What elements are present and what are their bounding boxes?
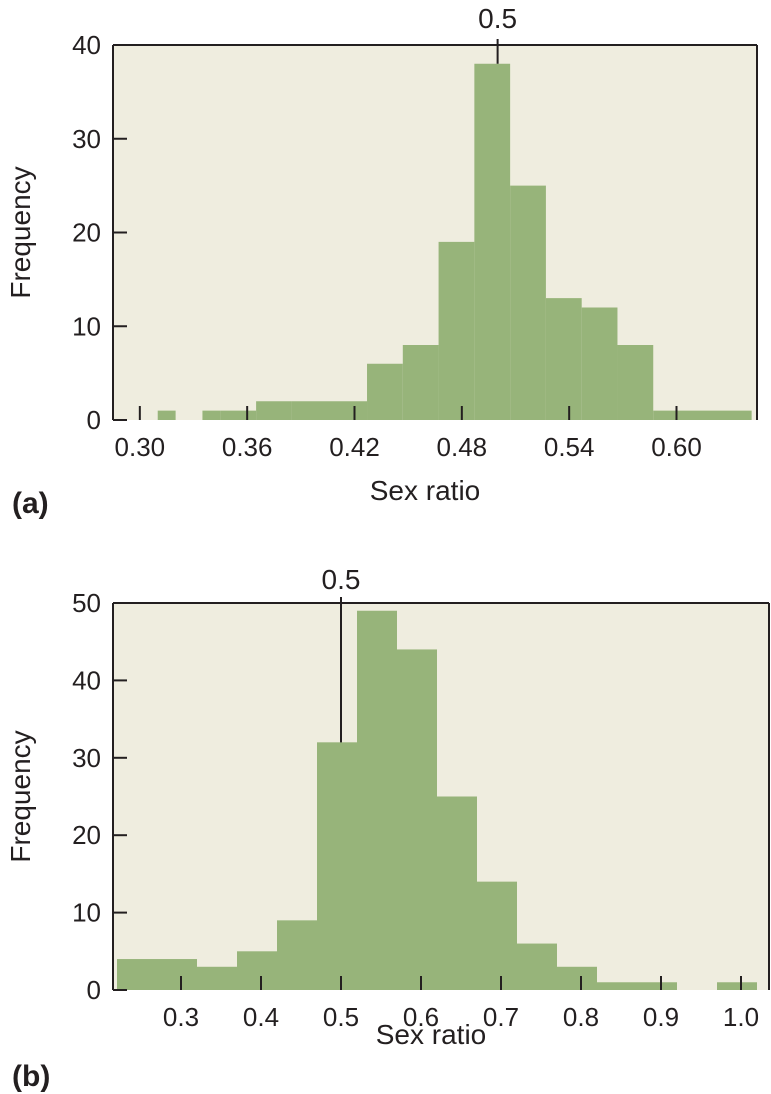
y-tick-label-a-3: 30	[72, 124, 101, 154]
histogram-panel-a: 0 10 20 30 40 0.30 0.36 0.42 0.48 0.54 0.60 Freque…	[5, 3, 758, 520]
x-tick-label-b-4: 0.7	[483, 1002, 519, 1032]
bar-a-1	[202, 410, 221, 420]
bar-a-4	[291, 401, 368, 420]
bar-b-2	[237, 951, 277, 990]
x-tick-label-b-3: 0.6	[403, 1002, 439, 1032]
y-tick-label-a-2: 20	[72, 218, 101, 248]
y-tick-label-a-0: 0	[87, 405, 101, 435]
x-tick-label-a-0: 0.30	[115, 432, 166, 462]
x-tick-label-a-2: 0.42	[329, 432, 380, 462]
x-tick-label-b-0: 0.3	[163, 1002, 199, 1032]
bar-b-1	[197, 966, 237, 990]
panel-label-a: (a)	[12, 487, 49, 520]
y-tick-label-b-5: 50	[72, 588, 101, 618]
histogram-panel-b: 0 10 20 30 40 50 0.3 0.4 0.5 0.6 0.7 0.8 0.9 1.0 Freq…	[5, 564, 770, 1093]
y-tick-label-b-2: 20	[72, 820, 101, 850]
bar-a-10	[545, 298, 582, 420]
panel-label-b: (b)	[12, 1060, 50, 1093]
bar-b-9	[517, 943, 557, 990]
y-tick-label-b-4: 40	[72, 665, 101, 695]
bar-b-5	[357, 610, 397, 990]
bar-a-11	[581, 307, 618, 420]
bar-a-12	[617, 345, 654, 420]
bar-b-7	[437, 796, 477, 990]
bar-b-3	[277, 920, 317, 990]
x-tick-label-b-1: 0.4	[243, 1002, 279, 1032]
bar-b-8	[477, 881, 517, 990]
bar-a-6	[402, 345, 439, 420]
bar-b-12	[717, 982, 757, 990]
y-tick-label-a-1: 10	[72, 311, 101, 341]
bar-b-6	[397, 649, 437, 990]
x-tick-label-a-3: 0.48	[437, 432, 488, 462]
y-tick-label-b-0: 0	[87, 975, 101, 1005]
x-tick-label-b-7: 1.0	[723, 1002, 759, 1032]
bar-a-13	[653, 410, 752, 420]
y-tick-label-b-1: 10	[72, 898, 101, 928]
bar-b-0	[117, 959, 197, 990]
bar-b-4	[317, 742, 357, 990]
bars-a	[157, 63, 752, 420]
y-tick-label-a-4: 40	[72, 30, 101, 60]
x-tick-label-a-1: 0.36	[222, 432, 273, 462]
bar-b-11	[597, 982, 677, 990]
bar-a-2	[220, 410, 257, 420]
bar-a-7	[438, 241, 475, 420]
bar-a-8	[474, 63, 511, 420]
axes-a: 0 10 20 30 40 0.30 0.36 0.42 0.48 0.54 0.60	[72, 30, 758, 462]
bar-b-10	[557, 966, 597, 990]
x-tick-label-b-2: 0.5	[323, 1002, 359, 1032]
y-tick-label-b-3: 30	[72, 743, 101, 773]
bar-a-0	[157, 410, 176, 420]
axes-b: 0 10 20 30 40 50 0.3 0.4 0.5 0.6 0.7 0.8 0.9 1.0	[72, 588, 770, 1032]
bars-b	[117, 610, 757, 990]
x-axis-title-a: Sex ratio	[370, 475, 481, 506]
x-tick-label-a-4: 0.54	[544, 432, 595, 462]
y-axis-title-a: Frequency	[5, 166, 36, 298]
x-tick-label-b-5: 0.8	[563, 1002, 599, 1032]
x-axis-title-b: Sex ratio	[376, 1019, 487, 1050]
x-tick-label-a-5: 0.60	[651, 432, 702, 462]
marker-label-b: 0.5	[322, 564, 361, 595]
bar-a-5	[367, 363, 403, 420]
marker-label-a: 0.5	[478, 3, 517, 34]
bar-a-3	[256, 401, 292, 420]
y-axis-title-b: Frequency	[5, 730, 36, 862]
x-tick-label-b-6: 0.9	[643, 1002, 679, 1032]
bar-a-9	[510, 185, 546, 420]
